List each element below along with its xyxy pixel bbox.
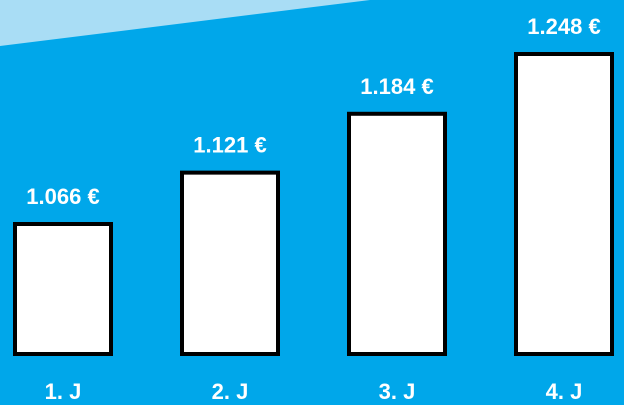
category-label-3: 3. J xyxy=(379,379,416,404)
value-label-1: 1.066 € xyxy=(26,184,99,209)
value-label-4: 1.248 € xyxy=(527,14,600,39)
category-label-4: 4. J xyxy=(546,379,583,404)
value-label-2: 1.121 € xyxy=(193,133,266,158)
bars-group xyxy=(13,52,614,357)
bar-2 xyxy=(180,170,280,356)
bar-1 xyxy=(13,222,113,356)
category-label-1: 1. J xyxy=(45,379,82,404)
value-label-3: 1.184 € xyxy=(360,74,433,99)
category-label-2: 2. J xyxy=(212,379,249,404)
bar-3 xyxy=(347,111,447,357)
value-labels-group: 1.066 € 1.121 € 1.184 € 1.248 € xyxy=(26,14,600,209)
top-decorative-band xyxy=(0,0,370,46)
bar-4 xyxy=(514,52,614,356)
category-labels-group: 1. J 2. J 3. J 4. J xyxy=(45,379,583,404)
